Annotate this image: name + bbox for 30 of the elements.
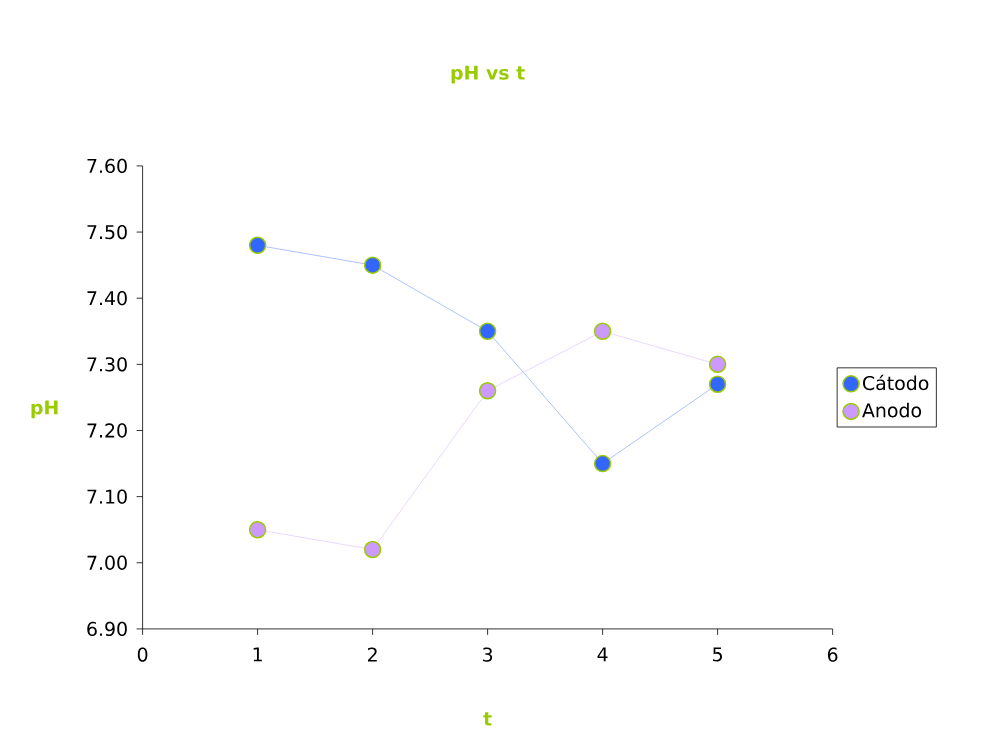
y-tick-label: 7.30: [87, 357, 127, 372]
y-axis-title: pH: [31, 400, 58, 419]
y-tick-label: 7.10: [87, 489, 127, 504]
point: [248, 236, 267, 255]
legend-label: Cátodo: [863, 374, 929, 391]
y-tick-label: 6.90: [87, 621, 127, 637]
point: [478, 322, 497, 341]
y-tick-label: 7.40: [87, 291, 127, 306]
point: [708, 355, 727, 374]
y-tick-label: 7.50: [87, 224, 127, 240]
x-tick-label: 3: [483, 647, 493, 662]
point: [363, 540, 382, 559]
point: [708, 375, 727, 394]
point: [593, 322, 612, 341]
x-tick-label: 4: [597, 647, 608, 662]
point: [593, 454, 612, 473]
x-tick-label: 1: [253, 647, 262, 662]
point: [478, 382, 497, 400]
x-axis-title: t: [483, 712, 492, 726]
y-tick-label: 7.00: [87, 555, 127, 570]
point: [363, 256, 382, 274]
y-tick-label: 7.60: [87, 158, 127, 174]
x-tick-label: 6: [827, 647, 838, 662]
x-tick-label: 5: [713, 647, 722, 662]
y-tick-label: 7.20: [87, 423, 127, 438]
point: [248, 521, 267, 539]
legend-label: Anodo: [862, 402, 922, 418]
x-tick-label: 2: [367, 647, 377, 662]
chart-title: pH vs t: [451, 65, 525, 84]
x-tick-label: 0: [137, 647, 148, 662]
